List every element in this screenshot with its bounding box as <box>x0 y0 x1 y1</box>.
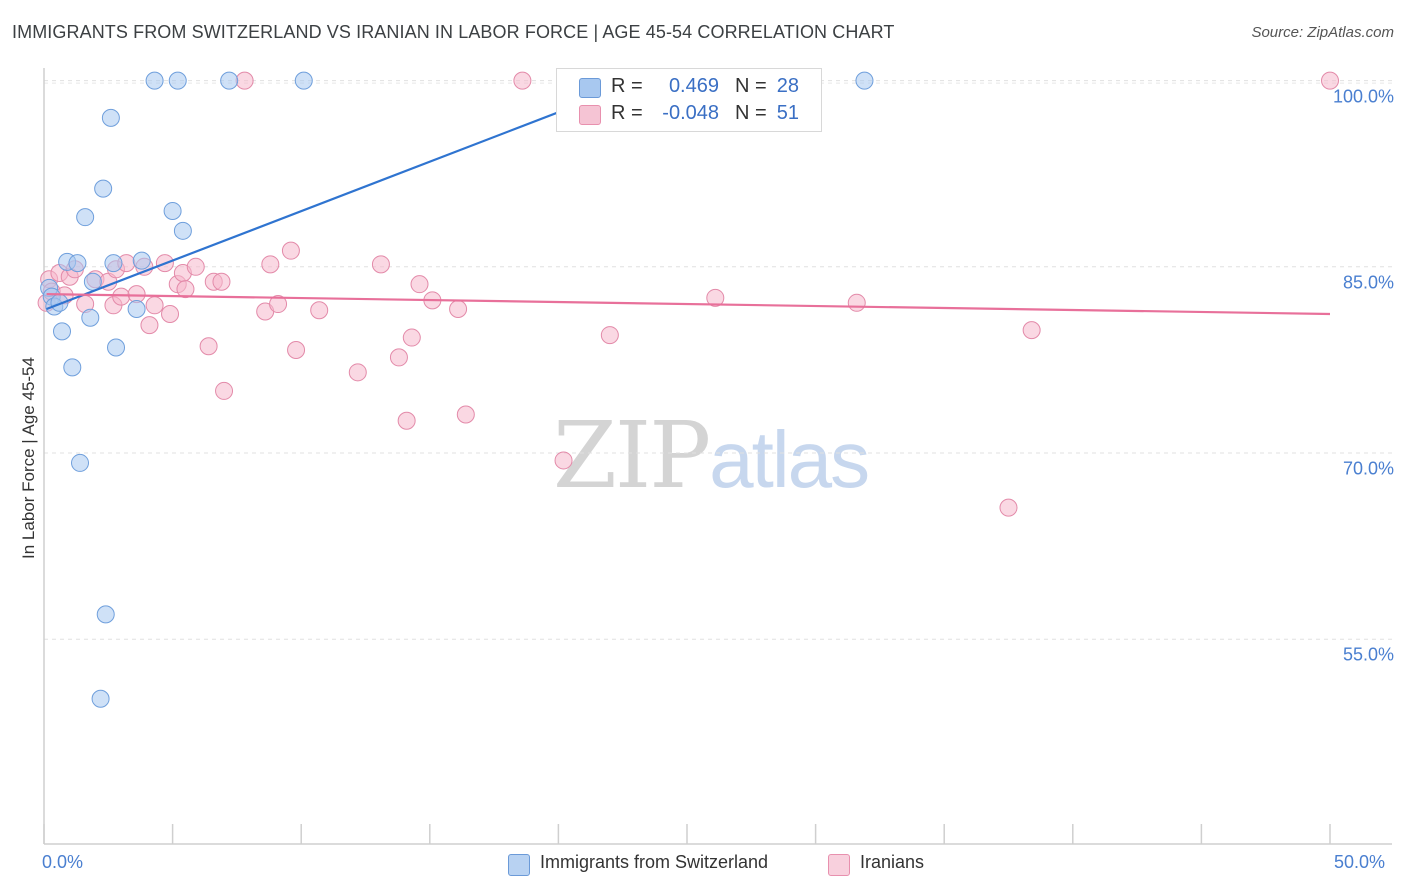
iranians-point <box>371 255 390 274</box>
iranians-point <box>410 275 429 294</box>
legend-row-iranians: R = -0.048 N = 51 <box>557 102 821 128</box>
correlation-legend: R = 0.469 N = 28 R = -0.048 N = 51 <box>556 68 822 132</box>
legend-n-value: 28 <box>776 75 799 97</box>
iranians-point <box>348 363 367 382</box>
iranians-point <box>176 280 195 299</box>
switzerland-point <box>76 208 95 227</box>
iranians-point <box>261 255 280 274</box>
iranians-point <box>1321 71 1339 90</box>
iranians-point <box>1022 321 1041 340</box>
switzerland-point <box>83 272 102 291</box>
y-axis-label: In Labor Force | Age 45-54 <box>19 357 38 559</box>
iranians-point <box>287 340 306 359</box>
switzerland-point <box>145 71 164 90</box>
switzerland-point <box>163 201 182 220</box>
legend-r-value: 0.469 <box>668 75 719 97</box>
iranians-point <box>235 71 254 90</box>
switzerland-point <box>71 453 90 472</box>
iranians-point <box>281 241 300 260</box>
switzerland-trend-line <box>46 79 642 311</box>
iranians-point <box>112 287 131 306</box>
legend-n-label: N = <box>735 75 767 97</box>
iranians-point <box>397 411 416 430</box>
iranians-point <box>310 301 329 320</box>
bottom-legend-swatch-switzerland <box>508 854 530 876</box>
legend-r-label: R = <box>611 75 643 97</box>
axes <box>43 68 1392 845</box>
iranians-point <box>706 288 725 307</box>
switzerland-point <box>107 338 126 357</box>
iranians-point <box>215 381 234 400</box>
switzerland-point <box>104 254 123 273</box>
iranians-point <box>212 272 231 291</box>
switzerland-point <box>294 71 313 90</box>
bottom-legend-label-iranians: Iranians <box>860 852 925 872</box>
bottom-legend-swatch-iranians <box>828 854 850 876</box>
gridlines <box>44 80 1392 640</box>
iranians-point <box>456 405 475 424</box>
iranians-point <box>389 348 408 367</box>
x-tick-label-max: 50.0% <box>1334 852 1386 872</box>
legend-swatch-iranians <box>579 105 601 125</box>
iranians-point <box>140 316 159 335</box>
iranians-point <box>847 293 866 312</box>
watermark-atlas: atlas <box>709 415 870 504</box>
switzerland-point <box>132 251 151 270</box>
y-tick-label: 100.0% <box>1332 86 1394 107</box>
bottom-legend-label-switzerland: Immigrants from Switzerland <box>540 852 769 872</box>
iranians-point <box>199 337 218 356</box>
chart-source: Source: ZipAtlas.com <box>1251 24 1394 41</box>
switzerland-point <box>173 221 192 240</box>
iranians-point <box>145 296 164 315</box>
iranians-point <box>554 451 573 470</box>
x-tick-label-min: 0.0% <box>42 852 84 872</box>
chart-title: IMMIGRANTS FROM SWITZERLAND VS IRANIAN I… <box>12 22 895 42</box>
switzerland-point <box>220 71 239 90</box>
switzerland-point <box>168 71 187 90</box>
iranians-point <box>449 300 468 319</box>
iranians-point <box>999 498 1018 517</box>
y-tick-label: 85.0% <box>1342 272 1394 293</box>
watermark-zip: ZIP <box>553 402 711 509</box>
y-tick-label: 55.0% <box>1342 644 1394 665</box>
switzerland-points <box>40 71 874 708</box>
iranians-point <box>161 304 180 323</box>
y-tick-label: 70.0% <box>1342 458 1394 479</box>
switzerland-point <box>127 300 146 319</box>
switzerland-point <box>96 605 115 624</box>
switzerland-point <box>91 689 110 708</box>
iranians-point <box>269 295 288 314</box>
switzerland-point <box>101 108 120 127</box>
switzerland-point <box>53 322 72 341</box>
legend-n-value: 51 <box>776 102 799 124</box>
switzerland-point <box>855 71 874 90</box>
legend-row-switzerland: R = 0.469 N = 28 <box>557 75 821 101</box>
trend-lines <box>46 79 1331 316</box>
iranians-point <box>513 71 532 90</box>
switzerland-point <box>68 254 87 273</box>
iranians-point <box>402 328 421 347</box>
iranians-points <box>37 71 1339 517</box>
iranians-point <box>600 326 619 345</box>
watermark: ZIPatlas <box>553 402 870 509</box>
switzerland-point <box>63 358 82 377</box>
iranians-point <box>186 257 205 276</box>
legend-swatch-switzerland <box>579 78 601 98</box>
iranians-trend-line <box>46 293 1331 316</box>
legend-n-label: N = <box>735 102 767 124</box>
switzerland-point <box>94 179 113 198</box>
legend-r-label: R = <box>611 102 643 124</box>
switzerland-point <box>81 308 100 327</box>
legend-r-value: -0.048 <box>662 102 719 124</box>
